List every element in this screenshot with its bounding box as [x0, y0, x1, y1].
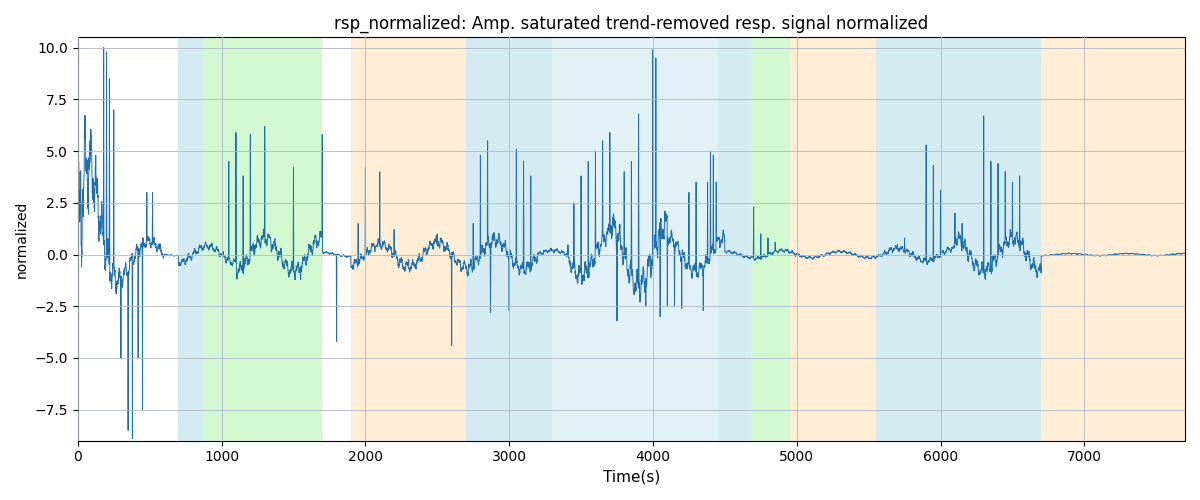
- Bar: [552, 38, 718, 440]
- Bar: [466, 38, 552, 440]
- Bar: [179, 38, 203, 440]
- Bar: [350, 38, 466, 440]
- Y-axis label: normalized: normalized: [14, 200, 29, 278]
- Bar: [876, 38, 1042, 440]
- X-axis label: Time(s): Time(s): [602, 470, 660, 485]
- Bar: [718, 38, 751, 440]
- Bar: [790, 38, 876, 440]
- Title: rsp_normalized: Amp. saturated trend-removed resp. signal normalized: rsp_normalized: Amp. saturated trend-rem…: [335, 15, 929, 34]
- Bar: [751, 38, 790, 440]
- Bar: [203, 38, 323, 440]
- Bar: [1042, 38, 1186, 440]
